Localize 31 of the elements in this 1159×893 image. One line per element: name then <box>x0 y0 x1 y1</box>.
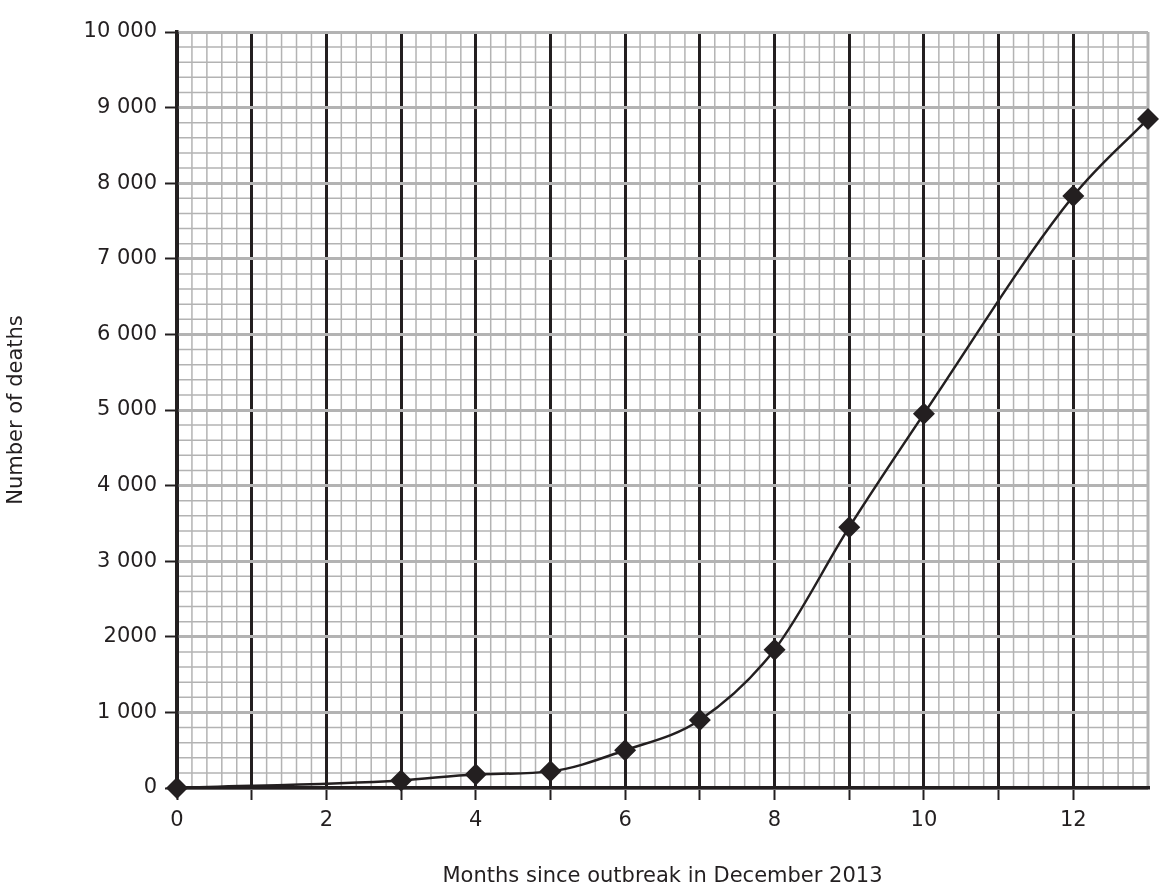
y-tick-label: 2000 <box>103 623 157 648</box>
y-tick-label: 7 000 <box>96 245 157 270</box>
point <box>763 638 786 661</box>
y-tick-label: 9 000 <box>96 94 157 119</box>
point <box>912 402 935 425</box>
point <box>464 763 487 786</box>
point <box>838 516 861 539</box>
x-tick-label: 0 <box>170 807 184 832</box>
x-tick-label: 8 <box>767 807 782 832</box>
point <box>390 769 413 792</box>
y-tick-label: 3 000 <box>96 547 157 572</box>
point <box>166 777 188 799</box>
x-tick-label: 6 <box>618 807 632 832</box>
point <box>539 760 562 783</box>
x-tick-label: 2 <box>319 807 334 832</box>
y-tick-label: 10 000 <box>83 18 157 43</box>
point <box>614 739 637 762</box>
x-tick-label: 4 <box>469 807 483 832</box>
y-tick-label: 8 000 <box>96 169 157 194</box>
x-tick-label: 12 <box>1059 807 1087 832</box>
x-axis-title: Months since outbreak in December 2013 <box>442 862 883 887</box>
y-axis-title: Number of deaths <box>3 315 28 505</box>
y-tick-label: 6 000 <box>96 320 157 345</box>
point <box>688 708 711 731</box>
x-tick-label: 10 <box>910 807 938 832</box>
y-tick-label: 0 <box>143 774 157 799</box>
point <box>1137 107 1159 130</box>
y-tick-label: 1 000 <box>96 698 157 723</box>
y-tick-label: 4 000 <box>96 472 157 497</box>
y-tick-label: 5 000 <box>96 396 157 421</box>
point <box>1062 185 1085 208</box>
